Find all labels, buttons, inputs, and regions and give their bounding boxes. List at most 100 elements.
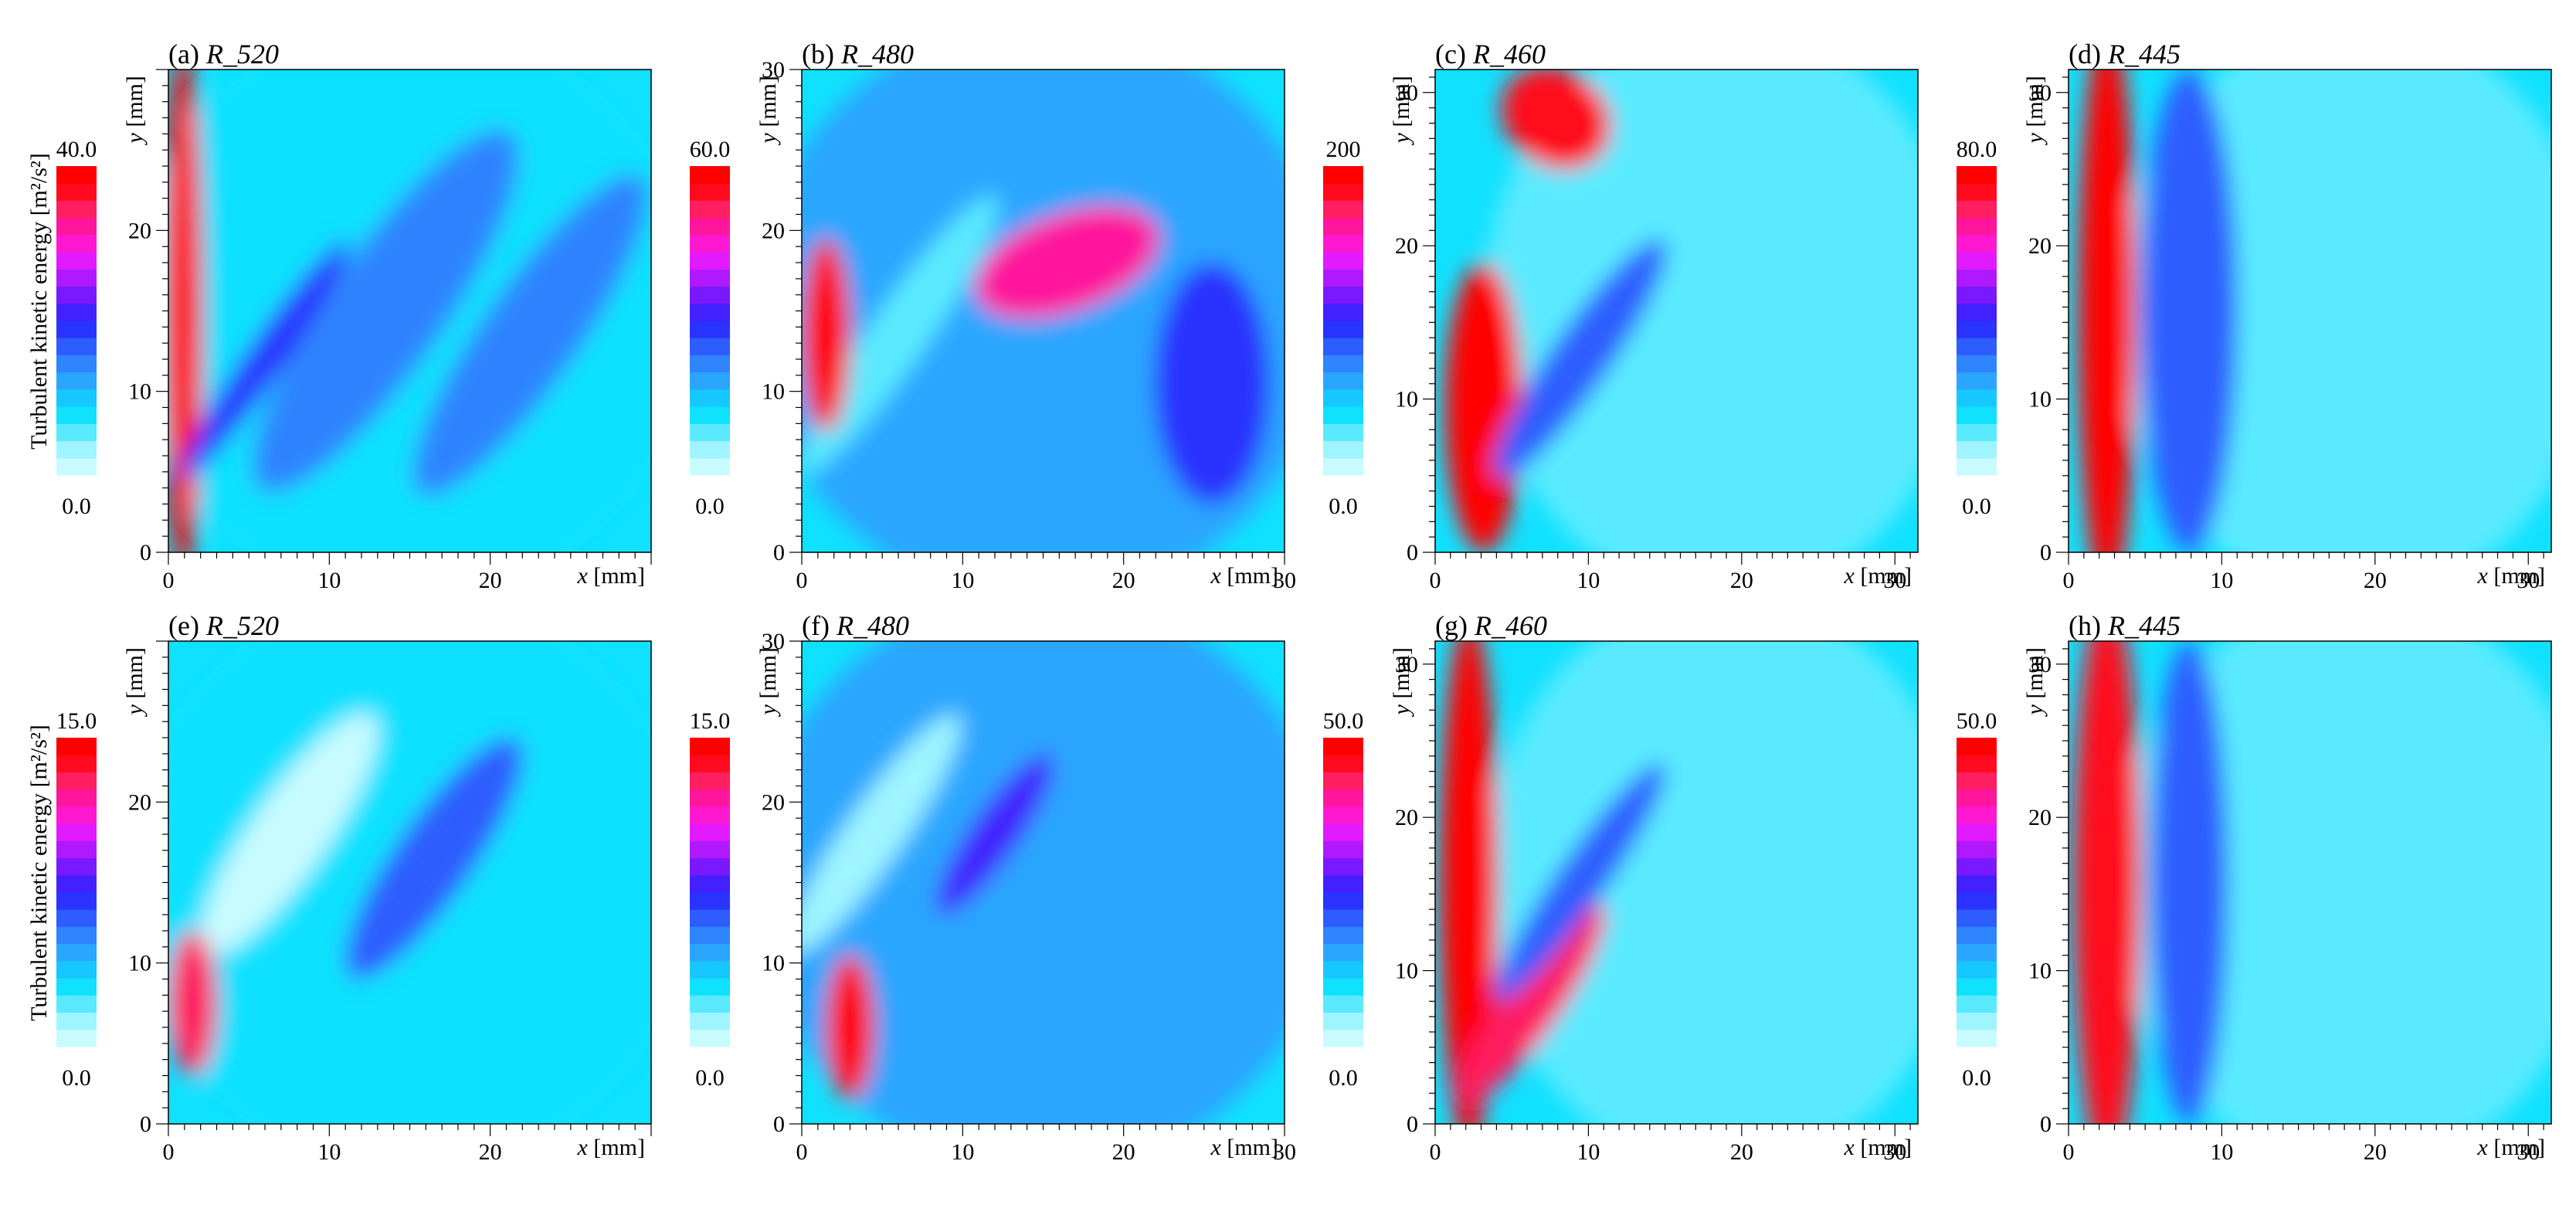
colorbar-swatch: [1957, 995, 1997, 1013]
x-tick-label: 0: [163, 568, 175, 593]
y-tick-label: 0: [2040, 540, 2052, 565]
colorbar: 40.0 0.0: [56, 137, 97, 519]
heatmap-region: [2116, 641, 2551, 1124]
series-label: R_480: [840, 39, 914, 70]
colorbar-swatch: [1957, 943, 1997, 962]
x-tick-label: 10: [2210, 1139, 2233, 1165]
colorbar-swatch: [1957, 183, 1997, 201]
x-tick-label: 20: [479, 1139, 502, 1165]
colorbar-swatch: [56, 440, 97, 459]
heatmap-region: [412, 174, 649, 496]
y-axis-label: y [mm]: [755, 76, 781, 145]
colorbar-swatch: [1323, 303, 1363, 321]
heatmap-region: [935, 754, 1054, 915]
colorbar-swatch: [690, 738, 730, 755]
y-tick-label: 10: [2028, 387, 2052, 412]
colorbar-swatch: [690, 200, 730, 219]
colorbar-max-label: 40.0: [56, 137, 97, 162]
colorbar-swatch: [1957, 457, 1997, 476]
y-tick-label: 30: [1395, 652, 1418, 677]
colorbar-swatch: [1323, 321, 1363, 338]
x-tick-label: 0: [796, 1139, 808, 1165]
colorbar-swatch: [56, 234, 97, 253]
heatmap-region: [802, 238, 850, 432]
x-axis-label: x [mm]: [577, 1135, 645, 1160]
y-tick-label: 0: [140, 1112, 151, 1137]
colorbar-swatch: [56, 355, 97, 373]
y-tick-label: 20: [1395, 233, 1418, 259]
colorbar-swatch: [1323, 286, 1363, 304]
colorbar-swatch: [56, 166, 97, 184]
heatmap-region: [344, 738, 523, 979]
panel-label: (e): [168, 610, 206, 641]
colorbar: 50.0 0.0: [1957, 708, 1997, 1091]
x-axis-label: x [mm]: [2477, 1135, 2545, 1160]
y-axis-label: y [mm]: [122, 76, 148, 145]
colorbar-swatch: [1323, 840, 1363, 859]
colorbar-swatch: [1957, 372, 1997, 390]
colorbar-swatch: [1323, 217, 1363, 236]
colorbar-swatch: [690, 755, 730, 772]
x-tick-label: 0: [2063, 568, 2075, 593]
colorbar-swatch: [690, 234, 730, 253]
colorbar-swatch: [1957, 738, 1997, 755]
panel-label: (g): [1435, 610, 1475, 641]
colorbar-swatch: [56, 338, 97, 355]
colorbar-min-label: 0.0: [695, 1065, 725, 1091]
heatmap-region: [252, 130, 519, 492]
colorbar-swatch: [56, 200, 97, 219]
colorbar-swatch: [56, 321, 97, 338]
heatmap-region: [802, 714, 961, 955]
colorbar-swatch: [1957, 389, 1997, 407]
colorbar-swatch: [56, 1012, 97, 1030]
y-axis-label: y [mm]: [755, 647, 781, 717]
panel-label: (a): [168, 39, 206, 70]
heatmap-region: [200, 713, 378, 956]
colorbar-swatch: [56, 457, 97, 476]
colorbar-swatch: [1957, 252, 1997, 270]
colorbar-swatch: [1957, 406, 1997, 424]
heatmap-region: [1493, 239, 1667, 480]
heatmap-region: [1483, 70, 1918, 552]
panel-title: (a) R_520: [168, 39, 279, 70]
panel-title: (b) R_480: [802, 39, 914, 70]
colorbar-swatch: [690, 995, 730, 1013]
colorbar-max-label: 80.0: [1957, 137, 1997, 162]
colorbar-swatch: [1323, 338, 1363, 355]
colorbar-swatch: [56, 806, 97, 824]
x-tick-label: 0: [1430, 568, 1441, 593]
x-axis-label: x [mm]: [1844, 1135, 1912, 1160]
x-tick-label: 0: [163, 1139, 175, 1165]
heatmap-region: [1444, 263, 1522, 552]
colorbar-swatch: [56, 406, 97, 424]
colorbar-swatch: [1957, 234, 1997, 253]
colorbar-min-label: 0.0: [1962, 1065, 1991, 1091]
colorbar-swatch: [56, 269, 97, 287]
colorbar-swatch: [1323, 909, 1363, 927]
colorbar-swatch: [690, 806, 730, 824]
series-label: R_445: [2107, 610, 2181, 641]
colorbar-swatch: [1323, 389, 1363, 407]
colorbar-swatch: [690, 303, 730, 321]
colorbar-swatch: [1323, 943, 1363, 962]
colorbar-swatch: [690, 857, 730, 876]
colorbar-swatch: [1323, 874, 1363, 893]
x-axis-label: x [mm]: [1844, 563, 1912, 589]
colorbar-swatch: [1323, 772, 1363, 790]
panel-title: (d) R_445: [2069, 39, 2181, 70]
colorbar-max-label: 50.0: [1957, 708, 1997, 734]
heatmap-field: [1435, 641, 1918, 1124]
panel-e: (e) R_520 0 10 20 0 10 20 x [mm] y [mm] 15.0 0.0: [56, 610, 652, 1165]
colorbar: 80.0 0.0: [1957, 137, 1997, 519]
x-axis-label: x [mm]: [1210, 1135, 1278, 1160]
x-tick-label: 10: [951, 1139, 974, 1165]
colorbar-swatch: [1323, 406, 1363, 424]
x-tick-label: 20: [479, 568, 502, 593]
heatmap-field: [2069, 641, 2551, 1124]
colorbar-swatch: [56, 1029, 97, 1047]
colorbar-swatch: [690, 823, 730, 841]
colorbar-swatch: [1957, 303, 1997, 321]
